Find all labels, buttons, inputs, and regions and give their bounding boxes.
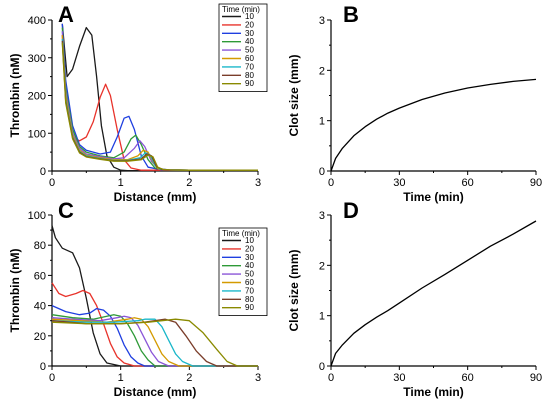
y-tick-label: 400 (28, 15, 46, 27)
series-line-30 (51, 305, 258, 367)
panel-label: B (343, 2, 359, 27)
x-tick-label: 60 (462, 177, 474, 189)
x-tick-label: 1 (118, 372, 124, 384)
series-line-60 (51, 317, 258, 367)
y-tick-label: 200 (28, 91, 46, 103)
x-tick-label: 1 (118, 177, 124, 189)
y-tick-label: 300 (28, 53, 46, 65)
x-tick-label: 2 (186, 372, 192, 384)
legend-entry: 70 (245, 286, 254, 295)
y-tick-label: 0 (319, 361, 325, 373)
y-tick-label: 3 (319, 15, 325, 27)
legend-entry: 80 (245, 71, 254, 80)
series-line-main (330, 78, 537, 172)
y-tick-label: 100 (28, 128, 46, 140)
y-tick-label: 2 (319, 65, 325, 77)
chart-panel-D: 0 30 60 90 0 1 2 3 Time (min) Clot size (mm) D (287, 198, 542, 399)
x-axis-title: Distance (mm) (114, 190, 197, 204)
legend-box (218, 227, 268, 316)
y-tick-label: 80 (34, 240, 46, 252)
y-tick-label: 100 (28, 210, 46, 222)
legend-entry: 30 (245, 29, 254, 38)
y-tick-label: 0 (319, 166, 325, 178)
x-tick-label: 3 (255, 177, 261, 189)
x-axis-title: Time (min) (403, 190, 463, 204)
x-tick-label: 3 (255, 372, 261, 384)
x-tick-label: 60 (462, 372, 474, 384)
y-tick-label: 2 (319, 260, 325, 272)
legend-entry: 60 (245, 278, 254, 287)
y-tick-label: 0 (40, 361, 46, 373)
y-tick-label: 1 (319, 116, 325, 128)
y-axis-title: Thrombin (nM) (8, 249, 22, 333)
series-line-70 (51, 318, 258, 367)
y-axis-title: Thrombin (nM) (8, 54, 22, 138)
legend-entry: 80 (245, 295, 254, 304)
x-tick-label: 0 (49, 177, 55, 189)
x-tick-label: 0 (49, 372, 55, 384)
x-tick-label: 90 (530, 372, 542, 384)
series-line-main (330, 220, 537, 367)
x-axis-title: Time (min) (403, 385, 463, 399)
legend-entry: 70 (245, 62, 254, 71)
panel-label: D (343, 198, 359, 223)
y-tick-label: 3 (319, 210, 325, 222)
legend-entry: 50 (245, 270, 254, 279)
y-tick-label: 20 (34, 331, 46, 343)
y-tick-label: 40 (34, 301, 46, 313)
y-tick-label: 1 (319, 311, 325, 323)
x-axis-title: Distance (mm) (114, 385, 197, 399)
legend-title: Time (min) (222, 5, 260, 14)
legend-entry: 20 (245, 20, 254, 29)
x-tick-label: 30 (393, 177, 405, 189)
legend-entry: 10 (245, 12, 254, 21)
legend-entry: 60 (245, 54, 254, 63)
series-line-20 (51, 282, 258, 367)
series-line-10 (51, 225, 258, 367)
y-tick-label: 0 (40, 166, 46, 178)
x-tick-label: 2 (186, 177, 192, 189)
legend-entry: 30 (245, 253, 254, 262)
legend-title: Time (min) (222, 229, 260, 238)
series-line-90 (51, 318, 258, 367)
legend-entry: 20 (245, 244, 254, 253)
legend-entry: 50 (245, 46, 254, 55)
panel-label: A (58, 2, 74, 27)
legend-entry: 40 (245, 261, 254, 270)
x-tick-label: 90 (530, 177, 542, 189)
y-tick-label: 60 (34, 270, 46, 282)
legend-entry: 10 (245, 236, 254, 245)
panel-label: C (58, 198, 74, 223)
x-tick-label: 0 (328, 372, 334, 384)
chart-panel-B: 0 30 60 90 0 1 2 3 Time (min) Clot size (mm) B (287, 2, 542, 204)
series-line-90 (61, 42, 258, 171)
legend-box (218, 3, 268, 92)
legend-entry: 90 (245, 79, 254, 88)
x-tick-label: 30 (393, 372, 405, 384)
legend-entry: 40 (245, 37, 254, 46)
x-tick-label: 0 (328, 177, 334, 189)
legend-entry: 90 (245, 303, 254, 312)
y-axis-title: Clot size (mm) (287, 54, 301, 136)
y-axis-title: Clot size (mm) (287, 249, 301, 331)
series-line-80 (51, 318, 258, 367)
